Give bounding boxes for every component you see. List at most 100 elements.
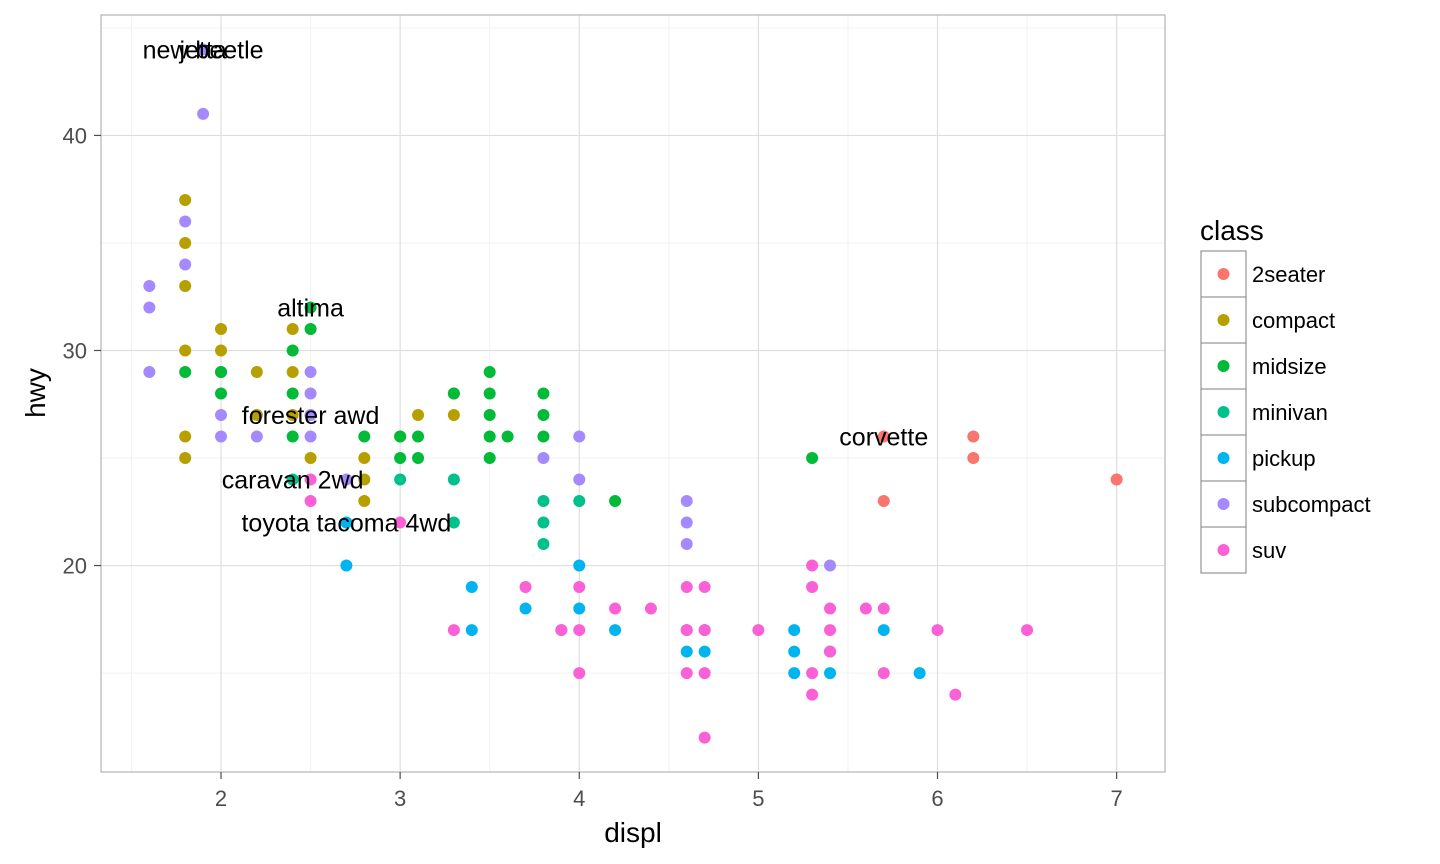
x-tick-label: 7 [1111,786,1123,811]
data-point-midsize [304,301,317,314]
data-point-pickup [465,581,478,594]
data-point-subcompact [179,215,192,228]
x-axis-title: displ [604,817,662,848]
point-label: jetta [178,36,226,64]
legend: class 2seater compact midsize minivan pickup… [1200,215,1371,574]
data-point-subcompact [304,365,317,378]
data-point-suv [394,516,407,529]
legend-label-subcompact: subcompact [1252,492,1371,517]
x-tick-label: 3 [394,786,406,811]
legend-key-dot-2seater [1217,268,1230,280]
data-point-compact [286,409,299,422]
x-tick-label: 2 [215,786,227,811]
data-point-minivan [537,538,550,551]
point-label: corvette [839,424,928,452]
data-point-suv [698,731,711,744]
data-point-minivan [573,495,586,508]
data-point-suv [824,624,837,637]
data-point-midsize [537,409,550,422]
data-point-pickup [788,624,801,637]
data-point-pickup [698,645,711,658]
data-point-pickup [340,559,353,572]
legend-label-midsize: midsize [1252,354,1327,379]
data-point-suv [698,667,711,680]
data-point-minivan [537,495,550,508]
data-point-suv [806,667,819,680]
data-point-subcompact [179,258,192,271]
data-point-compact [412,409,425,422]
data-point-2seater [877,430,890,443]
data-point-midsize [215,387,228,400]
data-point-suv [573,667,586,680]
legend-key-dot-compact [1217,314,1230,326]
data-point-subcompact [680,495,693,508]
data-point-minivan [447,516,460,529]
data-point-compact [179,279,192,292]
data-point-midsize [286,387,299,400]
data-point-midsize [286,430,299,443]
data-point-midsize [806,452,819,465]
y-tick-label: 20 [63,554,87,579]
data-point-subcompact [143,301,156,314]
axes-layer: 2 3 4 5 6 7 20 30 40 [63,123,1123,811]
data-point-2seater [877,495,890,508]
x-tick-label: 4 [573,786,585,811]
point-label: forester awd [242,402,380,430]
data-point-suv [698,624,711,637]
data-point-compact [179,344,192,357]
points-layer [143,43,1123,744]
data-point-midsize [483,430,496,443]
point-label: new beetle [143,36,264,64]
data-point-subcompact [340,473,353,486]
x-tick-label: 5 [752,786,764,811]
data-point-compact [250,365,263,378]
legend-title: class [1200,215,1264,246]
data-point-suv [859,602,872,615]
data-point-compact [304,452,317,465]
data-point-suv [698,581,711,594]
data-point-suv [609,602,622,615]
data-point-suv [877,667,890,680]
data-point-suv [877,602,890,615]
data-point-suv [680,624,693,637]
data-point-compact [358,495,371,508]
data-point-suv [752,624,765,637]
data-point-subcompact [573,430,586,443]
data-point-2seater [967,452,980,465]
data-point-midsize [286,344,299,357]
y-tick-label: 30 [63,338,87,363]
legend-label-pickup: pickup [1252,446,1316,471]
data-point-subcompact [143,279,156,292]
data-point-subcompact [573,473,586,486]
data-point-suv [824,645,837,658]
y-tick-label: 40 [63,123,87,148]
data-point-midsize [394,430,407,443]
data-point-pickup [340,516,353,529]
data-point-compact [179,193,192,206]
data-point-midsize [537,430,550,443]
data-point-subcompact [215,409,228,422]
data-point-compact [179,430,192,443]
legend-label-minivan: minivan [1252,400,1328,425]
legend-label-2seater: 2seater [1252,262,1325,287]
data-point-subcompact [680,538,693,551]
data-point-pickup [465,624,478,637]
data-point-midsize [304,322,317,335]
data-point-suv [304,495,317,508]
data-point-suv [931,624,944,637]
data-point-midsize [412,452,425,465]
data-point-compact [179,452,192,465]
data-point-compact [286,322,299,335]
data-point-compact [358,452,371,465]
data-point-minivan [447,473,460,486]
data-point-minivan [286,473,299,486]
data-point-suv [1021,624,1034,637]
data-point-pickup [519,602,532,615]
data-point-midsize [483,409,496,422]
data-point-midsize [179,365,192,378]
legend-key-dot-subcompact [1217,498,1230,510]
point-label: toyota tacoma 4wd [241,510,451,538]
data-point-suv [949,688,962,701]
